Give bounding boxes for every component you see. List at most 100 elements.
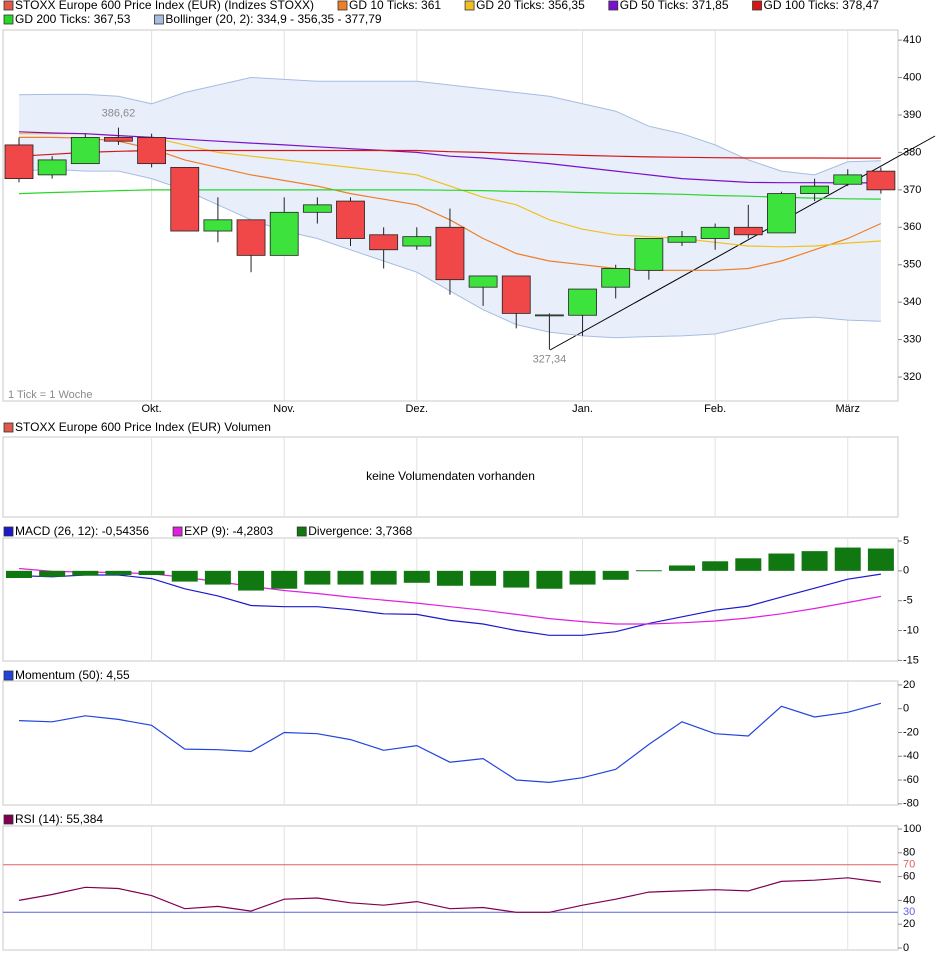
- candle-body: [369, 234, 399, 251]
- legend-swatch: [3, 670, 14, 681]
- y-tick-label: -60: [903, 774, 919, 786]
- legend-label: STOXX Europe 600 Price Index (EUR) (Indi…: [15, 0, 314, 12]
- candle-body: [468, 275, 498, 288]
- candle-body: [70, 137, 100, 165]
- y-tick-label: 60: [903, 871, 915, 883]
- candle-body: [634, 238, 664, 271]
- legend-label: Bollinger (20, 2): 334,9 - 356,35 - 377,…: [165, 12, 381, 26]
- panel-frame: [2, 436, 899, 518]
- reference-label: 70: [903, 859, 915, 871]
- histogram-bar: [602, 570, 629, 580]
- y-tick-label: 5: [903, 535, 909, 547]
- x-tick-label: Jan.: [572, 403, 593, 415]
- candle-body: [700, 226, 730, 239]
- y-tick-label: 0: [903, 703, 909, 715]
- histogram-bar: [304, 570, 331, 585]
- candle-body: [336, 200, 365, 239]
- y-tick-label: -5: [903, 595, 913, 607]
- candle-body: [601, 268, 631, 288]
- histogram-bar: [768, 553, 795, 571]
- legend-swatch: [752, 0, 762, 11]
- histogram-bar: [536, 570, 563, 589]
- candle-body: [203, 219, 233, 232]
- y-tick-label: -40: [903, 750, 919, 762]
- histogram-bar: [337, 570, 364, 585]
- candle-body: [833, 174, 863, 185]
- panel-frame: [2, 537, 899, 662]
- y-tick-label: 370: [903, 184, 921, 196]
- histogram-bar: [39, 570, 66, 577]
- candle-body: [137, 137, 167, 165]
- legend-label: GD 100 Ticks: 378,47: [764, 0, 880, 12]
- y-tick-label: 40: [903, 894, 915, 906]
- y-tick-label: 0: [903, 942, 909, 954]
- y-tick-label: 320: [903, 371, 921, 383]
- histogram-bar: [702, 561, 729, 571]
- histogram-bar: [470, 570, 497, 586]
- price-annotation: 327,34: [533, 353, 567, 365]
- legend-swatch: [3, 526, 14, 537]
- candle-body: [269, 211, 299, 256]
- y-tick-label: -15: [903, 654, 919, 666]
- x-tick-label: Feb.: [704, 403, 726, 415]
- empty-message: keine Volumendaten vorhanden: [366, 469, 535, 483]
- y-tick-label: -80: [903, 798, 919, 810]
- y-tick-label: -10: [903, 624, 919, 636]
- legend-label: MACD (26, 12): -0,54356: [15, 524, 149, 538]
- y-tick-label: 80: [903, 847, 915, 859]
- panel-frame: [2, 825, 899, 951]
- candle-body: [866, 170, 896, 191]
- legend-swatch: [608, 0, 619, 11]
- candle-body: [501, 275, 531, 314]
- indicator-line: [18, 702, 882, 784]
- legend-label: GD 20 Ticks: 356,35: [476, 0, 585, 12]
- moving-average: [18, 189, 881, 200]
- legend-swatch: [3, 0, 14, 11]
- candle-body: [236, 219, 266, 256]
- legend-label: STOXX Europe 600 Price Index (EUR) Volum…: [15, 420, 271, 434]
- candle-body: [800, 185, 829, 194]
- legend-swatch: [296, 526, 307, 537]
- candle-body: [767, 193, 796, 234]
- histogram-bar: [436, 570, 463, 586]
- legend-label: RSI (14): 55,384: [15, 812, 103, 826]
- legend-label: GD 50 Ticks: 371,85: [620, 0, 729, 12]
- candle-body: [104, 137, 133, 142]
- legend-swatch: [3, 14, 14, 25]
- candle-body: [667, 236, 697, 243]
- price-annotation: 386,62: [102, 108, 136, 120]
- legend-label: GD 10 Ticks: 361: [349, 0, 441, 12]
- legend-swatch: [3, 422, 14, 433]
- histogram-bar: [72, 570, 99, 576]
- y-tick-label: -20: [903, 726, 919, 738]
- histogram-bar: [569, 570, 596, 585]
- histogram-bar: [403, 570, 430, 583]
- y-tick-label: 100: [903, 823, 921, 835]
- candle-body: [733, 226, 763, 236]
- legend-label: EXP (9): -4,2803: [184, 524, 273, 538]
- y-tick-label: 410: [903, 34, 921, 46]
- histogram-bar: [801, 551, 828, 571]
- y-tick-label: 0: [903, 565, 909, 577]
- histogram-bar: [204, 570, 231, 585]
- x-tick-label: Nov.: [273, 403, 295, 415]
- candle-body: [170, 166, 200, 232]
- legend-swatch: [172, 526, 183, 537]
- panel-frame: [2, 680, 899, 806]
- candle-body: [37, 159, 67, 176]
- y-tick-label: 380: [903, 146, 921, 158]
- x-tick-label: Dez.: [405, 403, 428, 415]
- histogram-bar: [138, 570, 165, 576]
- candle-body: [4, 144, 34, 180]
- tick-note: 1 Tick = 1 Woche: [8, 389, 92, 401]
- histogram-bar: [105, 570, 132, 576]
- histogram-bar: [503, 570, 530, 588]
- legend-swatch: [337, 0, 348, 11]
- x-tick-label: März: [836, 403, 860, 415]
- histogram-bar: [834, 547, 861, 571]
- y-tick-label: 350: [903, 259, 921, 271]
- histogram-bar: [271, 570, 298, 589]
- y-tick-label: 330: [903, 334, 921, 346]
